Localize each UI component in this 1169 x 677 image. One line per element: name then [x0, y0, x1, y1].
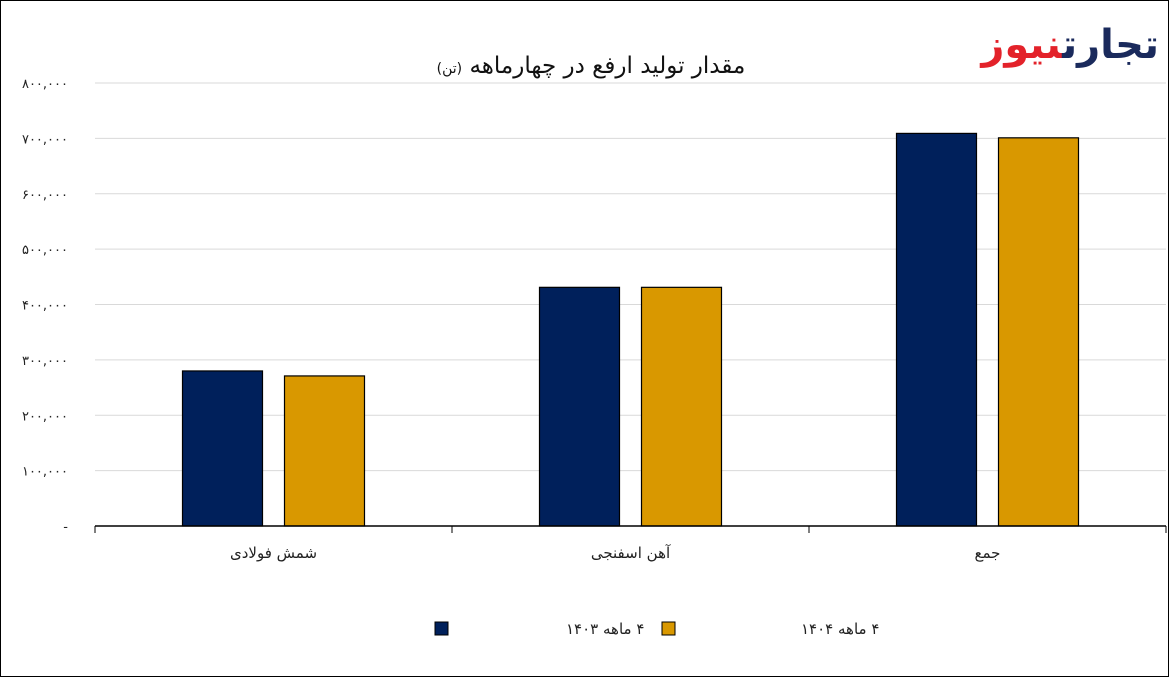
y-tick-label: ۱۰۰,۰۰۰ — [22, 465, 68, 480]
x-category-label: شمش فولادی — [230, 544, 317, 562]
bar-series-2 — [640, 286, 723, 527]
y-tick-label: ۲۰۰,۰۰۰ — [22, 409, 68, 424]
logo-word-news: نیوز — [981, 22, 1063, 68]
y-tick-label: ۴۰۰,۰۰۰ — [22, 299, 68, 314]
x-category-label: آهن اسفنجی — [591, 544, 671, 562]
x-axis: شمش فولادی آهن اسفنجی جمع — [94, 525, 1167, 562]
chart-title-unit: (تن) — [436, 61, 463, 77]
chart-title-text: مقدار تولید ارفع در چهارماهه — [469, 53, 746, 79]
logo: تجارتنیوز — [959, 15, 1159, 75]
y-tick-label: ۷۰۰,۰۰۰ — [22, 132, 68, 147]
bar-series-1 — [181, 370, 264, 527]
y-tick-label: ۳۰۰,۰۰۰ — [22, 354, 68, 369]
bar-series-1 — [895, 132, 978, 527]
y-tick-label: ۸۰۰,۰۰۰ — [22, 77, 68, 92]
y-tick-label: ۶۰۰,۰۰۰ — [22, 188, 68, 203]
gridlines — [95, 82, 1166, 472]
legend-label: ۴ ماهه ۱۴۰۴ — [801, 620, 879, 638]
bars — [181, 132, 1080, 527]
y-axis: - ۱۰۰,۰۰۰ ۲۰۰,۰۰۰ ۳۰۰,۰۰۰ ۴۰۰,۰۰۰ ۵۰۰,۰۰۰ ۶۰۰,… — [22, 77, 68, 535]
logo-word-tejarat: تجارت — [1062, 22, 1159, 68]
legend-swatch — [661, 621, 676, 636]
y-tick-label: ۵۰۰,۰۰۰ — [22, 243, 68, 258]
legend-label: ۴ ماهه ۱۴۰۳ — [566, 620, 644, 638]
bar-series-2 — [283, 375, 366, 527]
bar-series-2 — [997, 137, 1080, 527]
chart-title: مقدار تولید ارفع در چهارماهه (تن) — [291, 53, 891, 79]
legend: ۴ ماهه ۱۴۰۳ ۴ ماهه ۱۴۰۴ — [434, 620, 879, 638]
bar-series-1 — [538, 286, 621, 527]
x-category-label: جمع — [975, 544, 1001, 562]
legend-swatch — [434, 621, 449, 636]
y-tick-label: - — [63, 520, 68, 535]
